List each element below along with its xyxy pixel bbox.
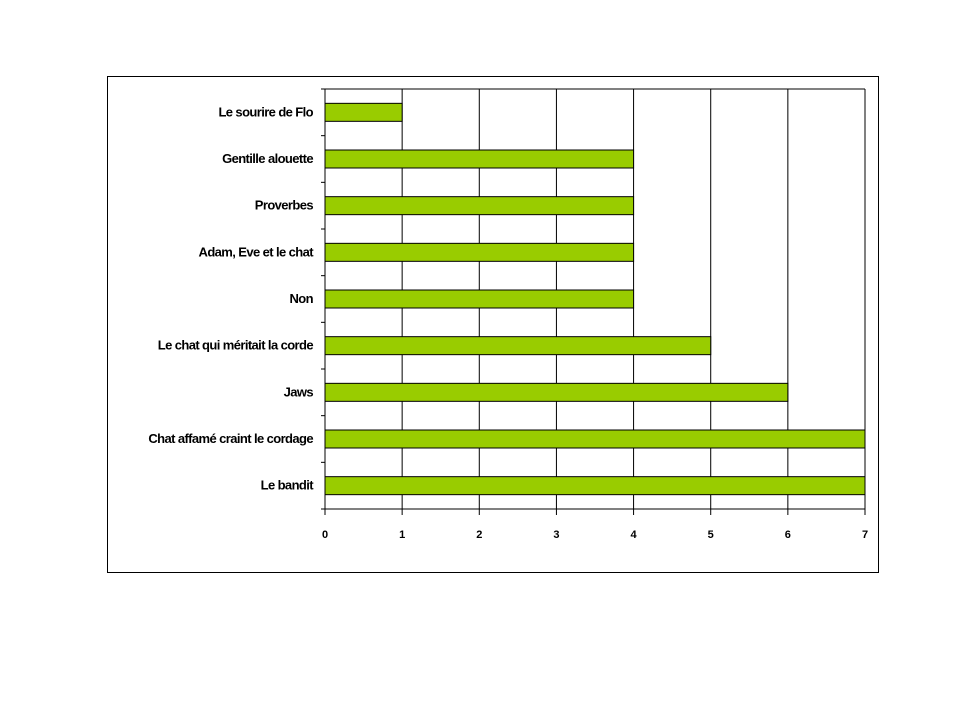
- bar-4: [324, 242, 635, 262]
- chart-frame: Le sourire de Flo Gentille alouette Prover…: [107, 76, 879, 573]
- bar-5: [324, 289, 635, 309]
- category-label-9: Le bandit: [261, 478, 315, 493]
- bar-7: [324, 382, 789, 402]
- plot-axes: [321, 88, 866, 515]
- x-tick-label-3: 3: [553, 529, 559, 541]
- x-tick-label-0: 0: [322, 529, 328, 541]
- category-label-1: Le sourire de Flo: [218, 104, 313, 119]
- category-label-5: Non: [290, 291, 314, 306]
- x-tick-label-4: 4: [631, 529, 638, 541]
- bar-2: [324, 149, 635, 169]
- bar-6: [324, 336, 712, 356]
- x-tick-label-5: 5: [708, 529, 714, 541]
- category-label-6: Le chat qui méritait la corde: [158, 338, 314, 353]
- category-label-2: Gentille alouette: [222, 151, 313, 166]
- plot-labels: Le sourire de Flo Gentille alouette Prover…: [148, 104, 868, 541]
- plot-bars: [324, 102, 866, 496]
- x-tick-label-7: 7: [862, 529, 868, 541]
- x-tick-label-2: 2: [476, 529, 482, 541]
- category-label-8: Chat affamé craint le cordage: [148, 431, 313, 446]
- bar-9: [324, 476, 866, 496]
- category-label-7: Jaws: [284, 384, 314, 399]
- category-label-4: Adam, Eve et le chat: [199, 244, 315, 259]
- bar-8: [324, 429, 866, 449]
- bar-chart: Le sourire de Flo Gentille alouette Prover…: [148, 88, 868, 541]
- bar-1: [324, 102, 403, 122]
- x-tick-label-1: 1: [399, 529, 405, 541]
- x-tick-label-6: 6: [785, 529, 791, 541]
- category-label-3: Proverbes: [255, 198, 314, 213]
- bar-3: [324, 196, 635, 216]
